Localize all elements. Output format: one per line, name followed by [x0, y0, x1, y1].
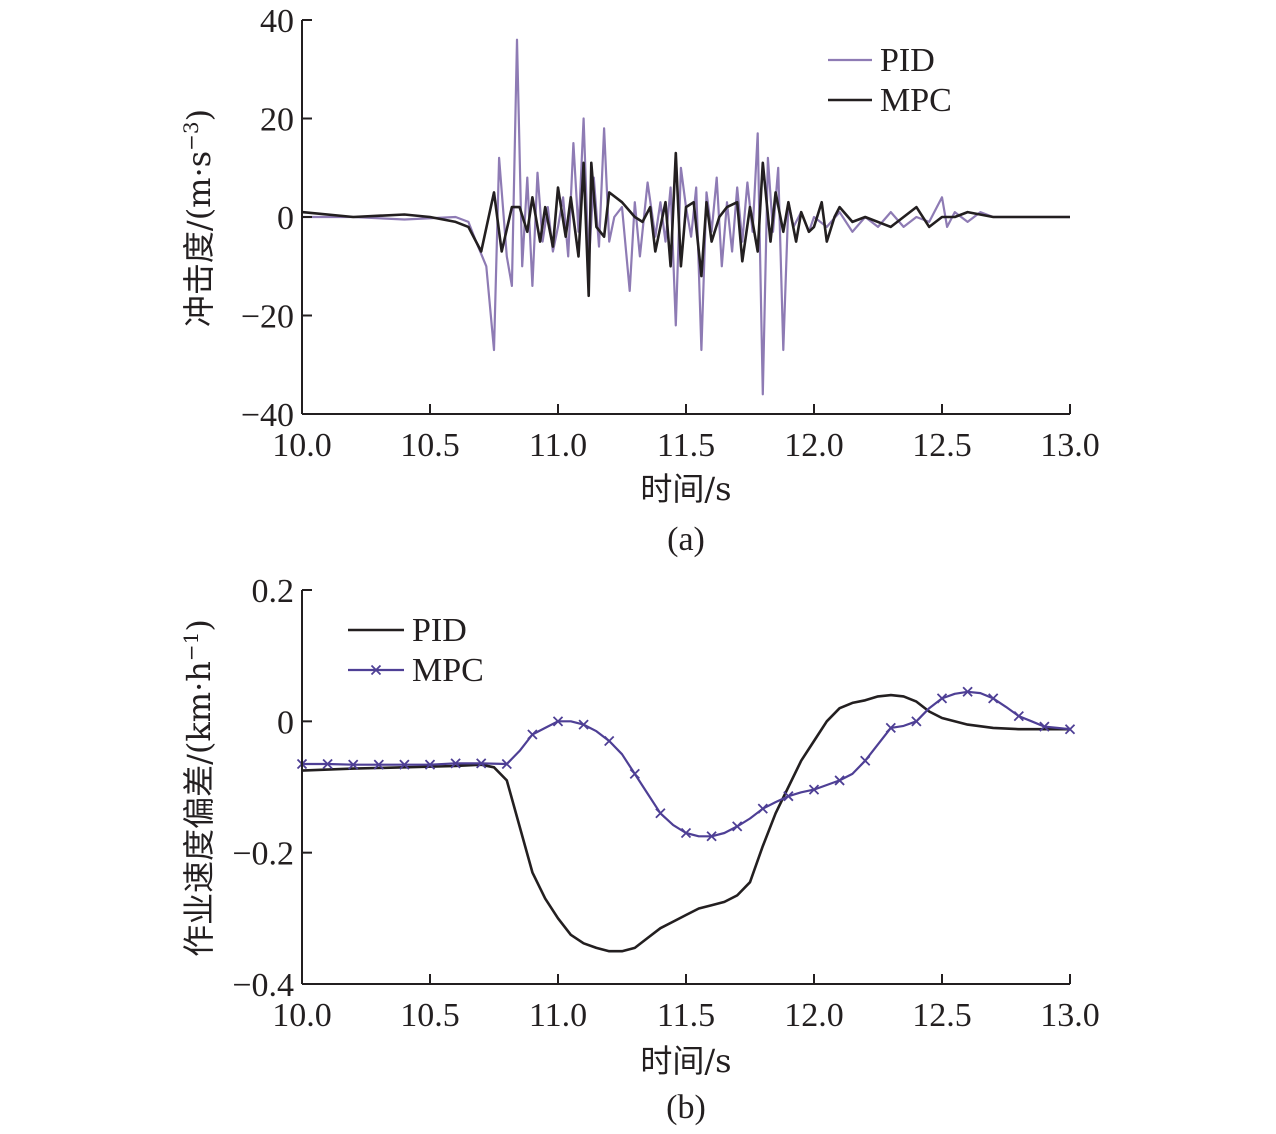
- panel-b-series-mpc-marker: [1039, 721, 1050, 732]
- panel-a-x-tick-label: 13.0: [1040, 427, 1100, 464]
- panel-b-series-mpc-marker: [476, 758, 487, 769]
- panel-b-x-tick-label: 11.0: [529, 997, 587, 1034]
- panel-a-y-axis-title-main: 冲击度/(m·s: [180, 151, 218, 327]
- panel-a-y-tick-label: 40: [260, 3, 294, 40]
- panel-b-series-mpc-marker: [1064, 724, 1076, 735]
- panel-a-caption: (a): [667, 521, 705, 558]
- panel-b-series-mpc-marker: [680, 827, 692, 839]
- panel-b-series-mpc-marker: [552, 716, 564, 727]
- panel-b-y-tick-label: −0.4: [232, 967, 294, 1004]
- panel-b-series-mpc-marker: [450, 758, 461, 769]
- panel-b-x-tick-label: 13.0: [1040, 997, 1100, 1034]
- panel-b-legend-label-pid: PID: [412, 612, 467, 649]
- panel-b-series-mpc-marker: [988, 693, 999, 704]
- panel-b-y-axis-title: 作业速度偏差/(km·h−1): [179, 619, 218, 957]
- panel-a-y-axis-title-close: ): [180, 109, 218, 121]
- panel-b-series-mpc-marker: [757, 803, 768, 814]
- panel-b-axes: 10.0 10.5 11.0 11.5 12.0 12.5 13.0 −0.4 −0.2 0 0.2: [232, 573, 1099, 1034]
- panel-b-speed-deviation-chart: 10.0 10.5 11.0 11.5 12.0 12.5 13.0 −0.4 −0.2 0 0.2…: [179, 573, 1100, 1126]
- panel-a-x-tick-label: 11.5: [657, 427, 715, 464]
- panel-a-x-tick-label: 12.0: [784, 427, 844, 464]
- panel-b-series-mpc-line: [302, 690, 1071, 838]
- panel-b-series-mpc-marker: [629, 768, 640, 780]
- panel-a-x-axis-title: 时间/s: [640, 470, 731, 508]
- panel-b-x-tick-label: 11.5: [657, 997, 715, 1034]
- panel-a-x-tick-label: 12.5: [912, 427, 972, 464]
- panel-b-series-mpc-marker: [399, 759, 410, 770]
- panel-b-series-group: [296, 686, 1076, 953]
- panel-b-series-mpc-marker: [373, 759, 384, 770]
- panel-b-series-mpc-marker: [1013, 710, 1024, 722]
- panel-a-legend-label-mpc: MPC: [880, 82, 952, 119]
- panel-b-x-tick-label: 12.0: [784, 997, 844, 1034]
- panel-b-series-mpc-marker: [860, 755, 871, 766]
- panel-b-x-tick-label: 12.5: [912, 997, 972, 1034]
- panel-b-legend-label-mpc: MPC: [412, 652, 484, 689]
- panel-a-x-tick-label: 11.0: [529, 427, 587, 464]
- panel-b-series-mpc-marker: [604, 735, 615, 747]
- panel-a-axes: 10.0 10.5 11.0 11.5 12.0 12.5 13.0 −40 −20 0 20 40: [241, 3, 1100, 464]
- panel-b-y-axis-title-main: 作业速度偏差/(km·h: [180, 661, 218, 957]
- panel-b-series-mpc-marker: [578, 719, 589, 730]
- panel-a-jerk-chart: 10.0 10.5 11.0 11.5 12.0 12.5 13.0−40−2002040 …: [179, 3, 1100, 558]
- panel-a-x-tick-label: 10.0: [272, 427, 332, 464]
- panel-b-series-mpc-marker: [885, 722, 896, 734]
- panel-b-y-tick-label: −0.2: [232, 836, 294, 873]
- panel-a-y-axis-title: 冲击度/(m·s−3): [179, 109, 218, 327]
- panel-a-series-mpc-line: [301, 151, 1070, 298]
- panel-b-series-mpc-marker: [527, 729, 538, 740]
- panel-b-x-tick-label: 10.0: [272, 997, 332, 1034]
- panel-b-series-mpc-marker: [348, 759, 359, 770]
- panel-a-y-axis-title-exponent: −3: [179, 121, 203, 150]
- panel-b-x-tick-label: 10.5: [400, 997, 460, 1034]
- panel-b-series-mpc-marker: [732, 821, 743, 832]
- panel-a-y-tick-label: 0: [277, 200, 294, 237]
- panel-b-caption: (b): [666, 1089, 706, 1126]
- panel-b-y-axis-title-exponent: −1: [179, 632, 203, 661]
- panel-a-legend-label-pid: PID: [880, 42, 935, 79]
- panel-b-series-mpc-marker: [808, 784, 820, 795]
- panel-b-series-mpc-marker: [424, 759, 436, 770]
- panel-b-series-mpc-marker: [501, 758, 512, 770]
- panel-b-series-mpc-marker: [911, 716, 922, 727]
- panel-b-series-mpc-marker: [322, 758, 333, 770]
- panel-a-y-tick-label: −20: [241, 299, 294, 336]
- panel-a-series-group: [301, 38, 1070, 396]
- panel-b-series-mpc-marker: [783, 791, 794, 802]
- panel-b-series-pid-line: [301, 693, 1070, 953]
- panel-b-series-mpc-marker: [936, 693, 948, 704]
- panel-b-series-mpc-marker: [834, 775, 845, 786]
- panel-b-legend-marker-mpc: [370, 664, 382, 676]
- panel-a-y-tick-label: 20: [260, 102, 294, 139]
- panel-a-x-tick-label: 10.5: [400, 427, 460, 464]
- panel-b-series-mpc-marker: [655, 808, 666, 819]
- panel-b-series-mpc-marker: [706, 831, 717, 842]
- panel-b-series-mpc-marker: [962, 686, 973, 697]
- panel-b-y-axis-title-close: ): [180, 619, 218, 631]
- panel-a-y-tick-label: −40: [241, 397, 294, 434]
- panel-b-x-axis-title: 时间/s: [640, 1042, 731, 1080]
- panel-b-y-tick-label: 0.2: [252, 573, 295, 610]
- panel-b-y-tick-label: 0: [277, 704, 294, 741]
